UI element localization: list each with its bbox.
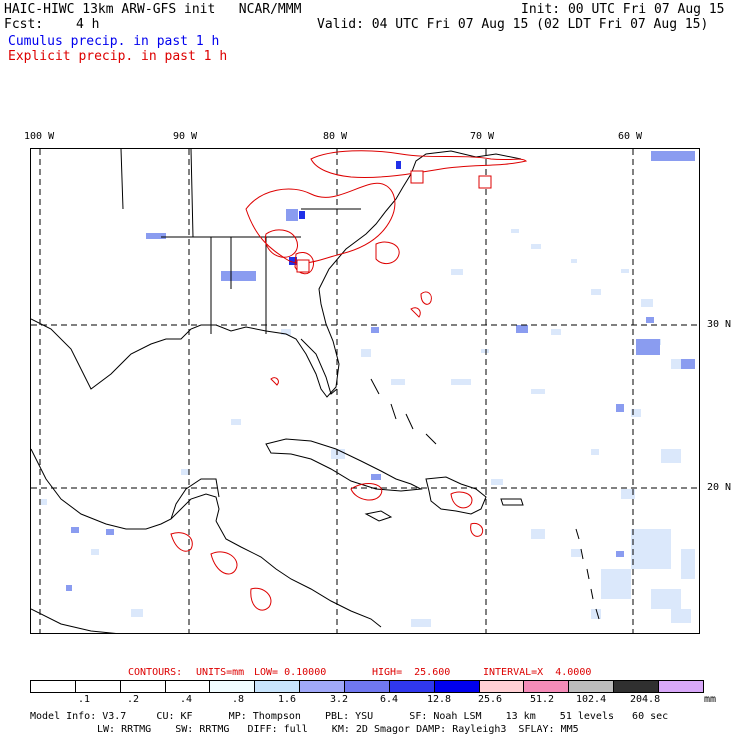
scale-cell <box>31 681 76 692</box>
lon-label-90w: 90 W <box>173 131 198 142</box>
contours-label: CONTOURS: <box>128 667 183 678</box>
contours-low: LOW= 0.10000 <box>254 667 327 678</box>
scale-cell <box>300 681 346 692</box>
map-canvas <box>31 149 699 633</box>
scale-cell <box>524 681 570 692</box>
cumulus-legend: Cumulus precip. in past 1 h <box>8 34 220 49</box>
scale-tick: 204.8 <box>630 694 661 705</box>
scale-tick: 1.6 <box>278 694 297 705</box>
color-scale <box>30 680 704 693</box>
lon-label-80w: 80 W <box>323 131 348 142</box>
forecast-label: Fcst: <box>4 17 44 32</box>
scale-cell <box>614 681 660 692</box>
forecast-hours: 4 h <box>76 17 100 32</box>
scale-tick: 6.4 <box>380 694 399 705</box>
scale-tick: 51.2 <box>530 694 555 705</box>
scale-tick: .4 <box>180 694 193 705</box>
lat-label-30n: 30 N <box>707 319 732 330</box>
contours-interval: INTERVAL=X 4.0000 <box>483 667 592 678</box>
precip-shading <box>41 229 695 627</box>
scale-cell <box>569 681 615 692</box>
scale-cell <box>210 681 256 692</box>
precip-map <box>30 148 700 634</box>
scale-cell <box>345 681 390 692</box>
lon-label-100w: 100 W <box>24 131 55 142</box>
lon-label-60w: 60 W <box>618 131 643 142</box>
intense-precip <box>289 161 401 265</box>
model-info-line1: Model Info: V3.7 CU: KF MP: Thompson PBL… <box>30 711 669 722</box>
scale-cell <box>434 681 480 692</box>
lat-label-20n: 20 N <box>707 482 732 493</box>
explicit-precip-contours <box>170 150 528 611</box>
scale-tick: .1 <box>78 694 91 705</box>
contours-units: UNITS=mm <box>196 667 245 678</box>
scale-cell <box>389 681 435 692</box>
valid-time: Valid: 04 UTC Fri 07 Aug 15 (02 LDT Fri … <box>317 17 709 32</box>
scale-cell <box>255 681 301 692</box>
scale-cell <box>75 681 121 692</box>
scale-tick: 12.8 <box>427 694 452 705</box>
scale-unit: mm <box>704 694 717 705</box>
scale-cell <box>120 681 166 692</box>
cumulus-precip <box>66 151 695 591</box>
contours-high: HIGH= 25.600 <box>372 667 451 678</box>
scale-tick: 3.2 <box>330 694 349 705</box>
explicit-legend: Explicit precip. in past 1 h <box>8 49 228 64</box>
scale-cell <box>165 681 211 692</box>
model-title: HAIC-HIWC 13km ARW-GFS init NCAR/MMM <box>4 2 302 17</box>
lat-lon-grid <box>31 149 699 633</box>
coastlines <box>31 149 600 633</box>
scale-tick: 102.4 <box>576 694 607 705</box>
scale-tick: 25.6 <box>478 694 503 705</box>
init-time: Init: 00 UTC Fri 07 Aug 15 <box>521 2 725 17</box>
scale-cell <box>659 681 703 692</box>
scale-tick: .8 <box>232 694 245 705</box>
scale-tick: .2 <box>127 694 140 705</box>
lon-label-70w: 70 W <box>470 131 495 142</box>
scale-cell <box>479 681 525 692</box>
contour-high-markers <box>296 170 492 273</box>
model-info-line2: LW: RRTMG SW: RRTMG DIFF: full KM: 2D Sm… <box>97 724 579 735</box>
